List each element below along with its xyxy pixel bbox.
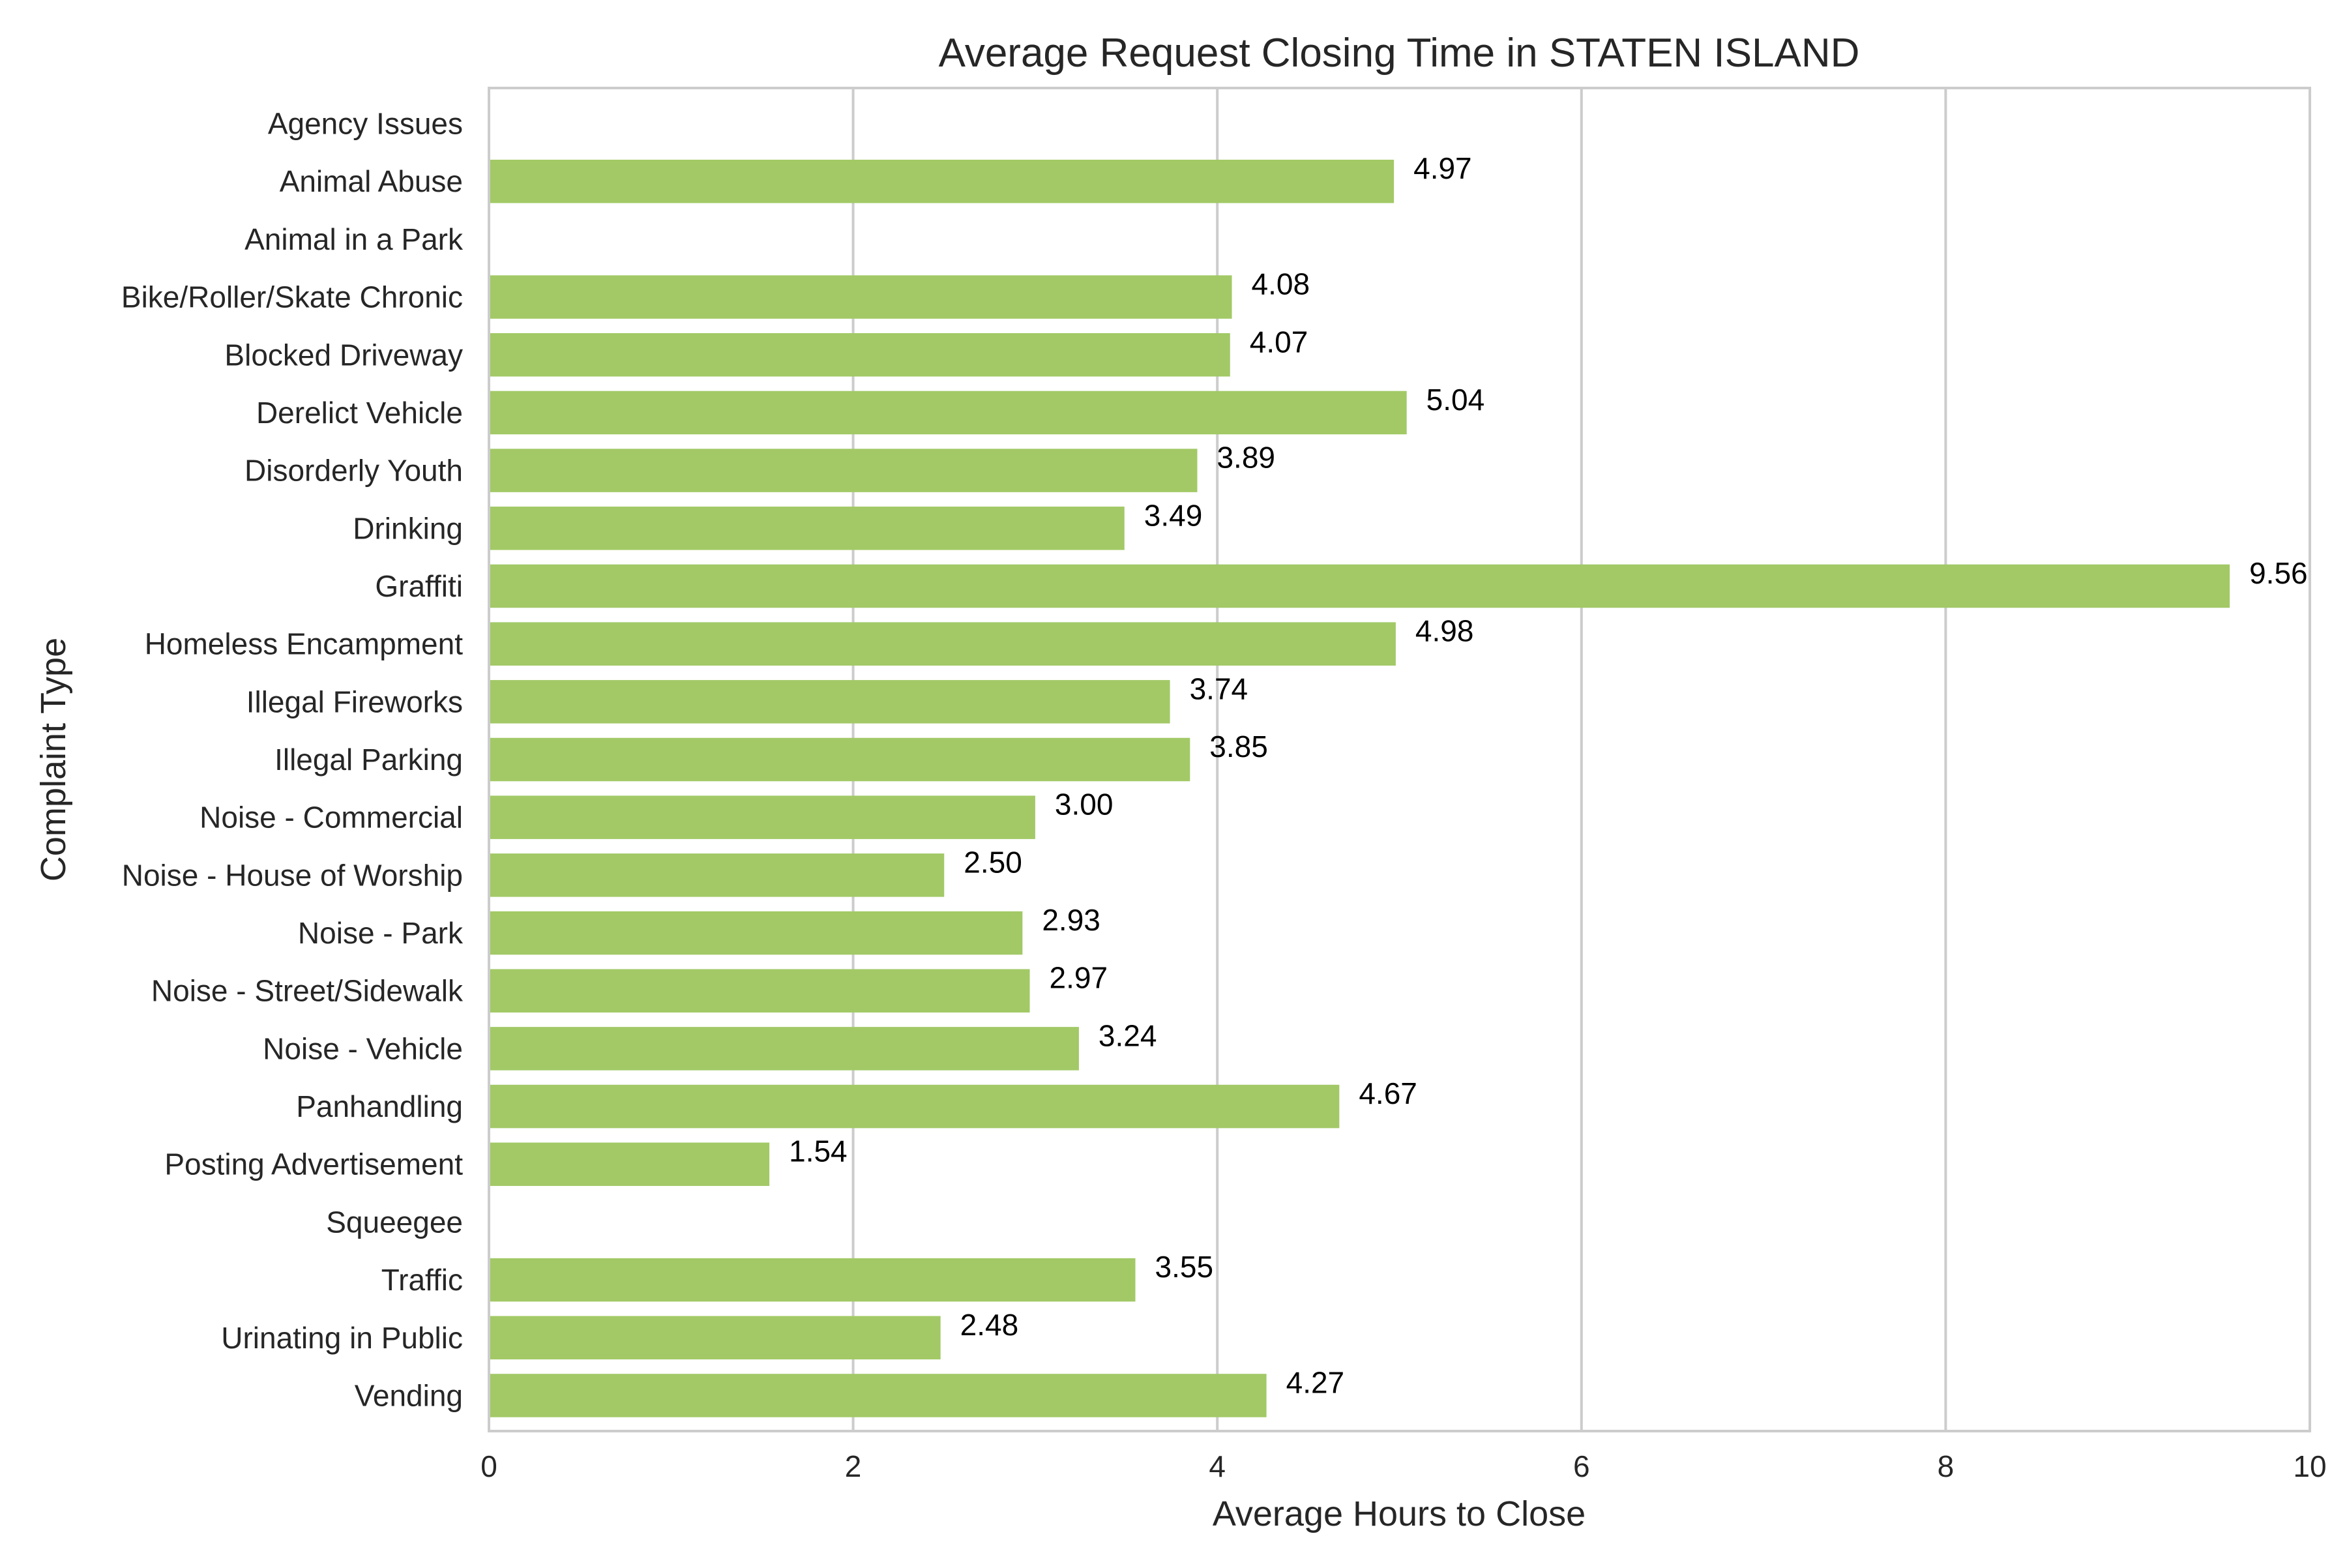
category-label-3: Bike/Roller/Skate Chronic	[121, 280, 463, 314]
value-label-14: 2.93	[1042, 903, 1100, 937]
bar-16	[489, 1027, 1079, 1071]
category-label-7: Drinking	[353, 511, 463, 545]
bar-11	[489, 737, 1190, 782]
bar-14	[489, 911, 1023, 955]
value-labels: 4.97 4.08 4.07 5.04 3.89 3.49 9.56 4.98 3.74 3.85…	[789, 151, 2308, 1399]
category-label-10: Illegal Fireworks	[246, 685, 463, 718]
value-label-13: 2.50	[964, 845, 1022, 879]
category-label-18: Posting Advertisement	[164, 1147, 463, 1181]
bar-9	[489, 622, 1396, 666]
value-label-21: 2.48	[960, 1308, 1019, 1342]
category-label-22: Vending	[355, 1378, 463, 1412]
x-tick-label-1: 2	[845, 1449, 862, 1483]
value-label-1: 4.97	[1413, 151, 1472, 185]
category-label-15: Noise - Street/Sidewalk	[151, 974, 464, 1008]
bar-10	[489, 680, 1170, 724]
x-tick-labels: 0 2 4 6 8 10	[480, 1449, 2326, 1483]
category-label-11: Illegal Parking	[274, 743, 463, 777]
value-label-15: 2.97	[1050, 961, 1108, 995]
category-label-0: Agency Issues	[268, 107, 463, 141]
value-label-7: 3.49	[1144, 498, 1203, 532]
value-label-6: 3.89	[1217, 441, 1275, 475]
category-label-12: Noise - Commercial	[199, 801, 463, 835]
y-axis-label: Complaint Type	[34, 638, 73, 881]
value-label-17: 4.67	[1359, 1076, 1417, 1110]
category-label-5: Derelict Vehicle	[256, 396, 463, 430]
value-label-22: 4.27	[1286, 1365, 1345, 1399]
category-label-21: Urinating in Public	[221, 1321, 463, 1355]
category-label-14: Noise - Park	[298, 916, 464, 950]
value-label-16: 3.24	[1099, 1018, 1157, 1052]
value-label-3: 4.08	[1252, 267, 1310, 301]
value-label-5: 5.04	[1426, 383, 1485, 417]
bar-5	[489, 391, 1407, 435]
plot-frame	[488, 87, 2311, 1432]
category-label-8: Graffiti	[375, 569, 463, 603]
bar-4	[489, 333, 1230, 377]
bar-17	[489, 1084, 1340, 1129]
value-label-10: 3.74	[1190, 672, 1248, 705]
value-label-9: 4.98	[1415, 614, 1474, 648]
bar-1	[489, 159, 1395, 203]
bar-6	[489, 449, 1198, 492]
bar-8	[489, 564, 2230, 608]
bar-15	[489, 969, 1030, 1013]
category-label-16: Noise - Vehicle	[263, 1031, 463, 1065]
value-label-18: 1.54	[789, 1134, 848, 1168]
x-tick-label-5: 10	[2293, 1449, 2326, 1483]
bar-18	[489, 1142, 770, 1187]
category-labels: Agency Issues Animal Abuse Animal in a Par…	[121, 107, 464, 1413]
x-tick-label-2: 4	[1209, 1449, 1226, 1483]
bar-22	[489, 1374, 1267, 1417]
category-label-20: Traffic	[381, 1263, 463, 1297]
x-tick-label-4: 8	[1938, 1449, 1955, 1483]
category-label-9: Homeless Encampment	[145, 627, 464, 661]
bars	[489, 159, 2230, 1417]
category-label-17: Panhandling	[296, 1089, 463, 1123]
x-tick-label-0: 0	[480, 1449, 497, 1483]
category-label-1: Animal Abuse	[280, 164, 463, 198]
x-axis-label: Average Hours to Close	[1213, 1494, 1586, 1533]
value-label-4: 4.07	[1250, 325, 1308, 359]
value-label-12: 3.00	[1055, 788, 1114, 821]
bar-20	[489, 1258, 1136, 1302]
value-label-11: 3.85	[1209, 730, 1268, 763]
bar-13	[489, 853, 945, 897]
value-label-20: 3.55	[1155, 1250, 1214, 1284]
category-label-2: Animal in a Park	[244, 222, 464, 256]
value-label-8: 9.56	[2249, 556, 2308, 590]
bar-12	[489, 795, 1035, 839]
category-label-6: Disorderly Youth	[244, 454, 463, 488]
category-label-19: Squeegee	[326, 1205, 463, 1239]
bar-3	[489, 275, 1232, 319]
chart-title: Average Request Closing Time in STATEN I…	[939, 31, 1860, 76]
bar-7	[489, 507, 1125, 550]
x-tick-label-3: 6	[1573, 1449, 1590, 1483]
category-label-13: Noise - House of Worship	[122, 858, 463, 892]
category-label-4: Blocked Driveway	[224, 338, 463, 372]
bar-21	[489, 1316, 941, 1360]
